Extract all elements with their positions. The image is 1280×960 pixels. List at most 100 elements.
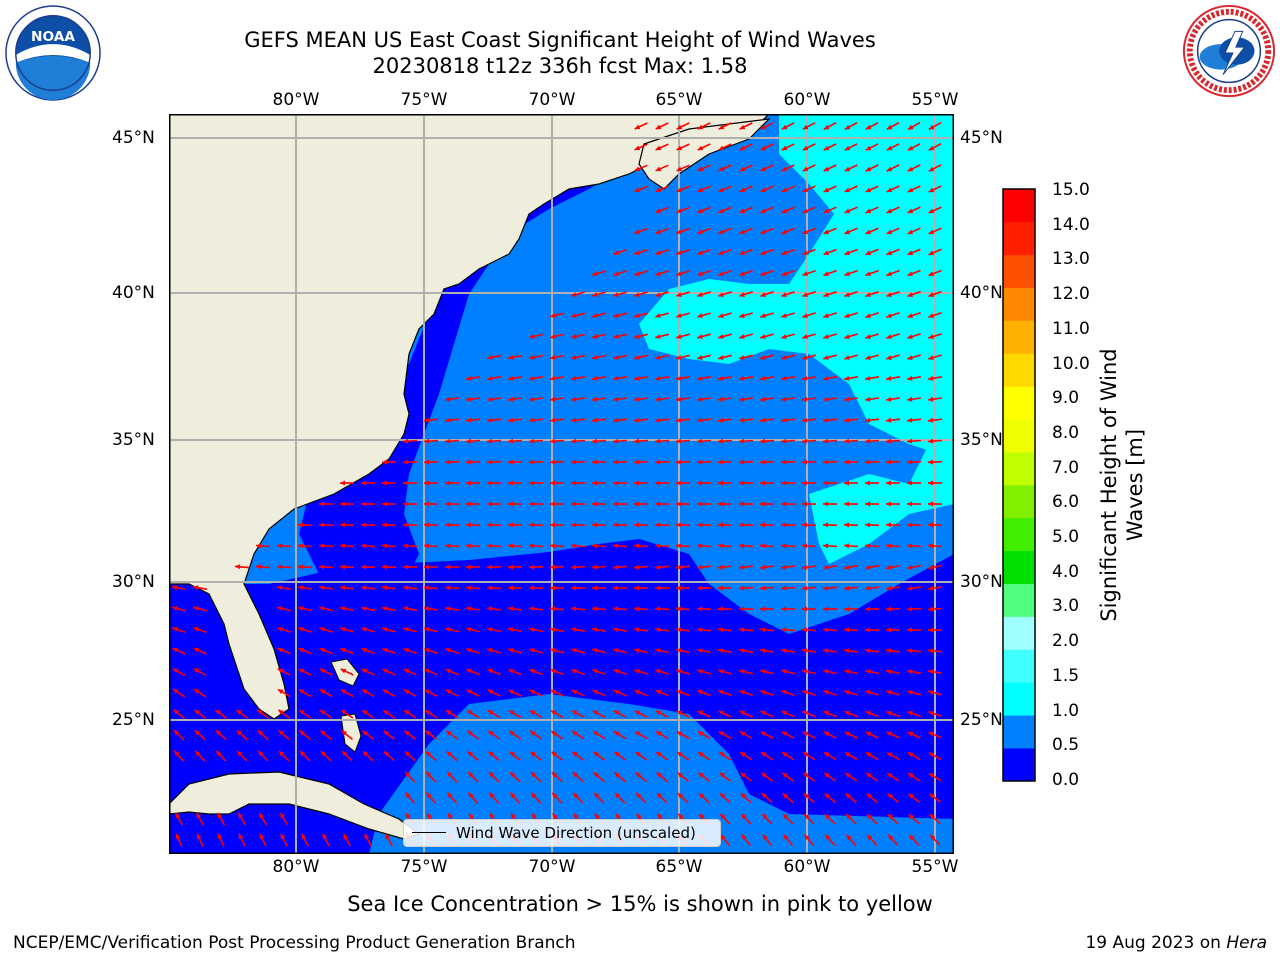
wind-wave-arrow	[697, 248, 711, 256]
wind-wave-arrow	[423, 459, 439, 465]
wind-wave-arrow	[591, 501, 607, 507]
wind-wave-arrow	[424, 564, 438, 570]
wind-wave-arrow	[865, 121, 879, 131]
wind-wave-arrow	[906, 417, 922, 423]
wind-wave-arrow	[906, 606, 922, 612]
wind-wave-arrow	[739, 164, 753, 172]
sea-ice-note: Sea Ice Concentration > 15% is shown in …	[347, 892, 933, 916]
wind-wave-arrow	[760, 164, 774, 172]
wind-wave-arrow	[528, 522, 544, 528]
wind-wave-arrow	[822, 396, 838, 402]
wind-wave-arrow	[654, 459, 670, 465]
wind-wave-arrow	[928, 333, 942, 339]
wind-wave-arrow	[844, 333, 858, 339]
wind-wave-arrow	[781, 164, 795, 172]
wind-wave-arrow	[509, 750, 521, 762]
wind-wave-arrow	[907, 206, 921, 214]
wind-wave-arrow	[633, 480, 649, 486]
wind-wave-arrow	[612, 438, 628, 444]
wind-wave-arrow	[906, 375, 922, 381]
wind-wave-arrow	[234, 564, 250, 570]
high-wave-patch	[809, 434, 954, 564]
wind-wave-arrow	[738, 417, 754, 423]
wind-wave-arrow	[906, 627, 922, 633]
wind-wave-arrow	[238, 833, 246, 847]
wind-wave-arrow	[866, 834, 878, 846]
wind-wave-arrow	[298, 709, 312, 719]
wind-wave-arrow	[613, 710, 627, 718]
wind-wave-arrow	[613, 689, 627, 697]
wind-wave-arrow	[634, 143, 648, 151]
wind-wave-arrow	[886, 164, 900, 172]
wind-wave-arrow	[612, 543, 628, 549]
wind-wave-arrow	[549, 417, 565, 423]
wind-wave-arrow	[634, 249, 648, 255]
wind-wave-arrow	[654, 396, 670, 402]
wind-wave-arrow	[528, 354, 544, 360]
wind-wave-arrow	[782, 792, 794, 804]
wind-wave-arrow	[633, 459, 649, 465]
wind-wave-arrow	[633, 396, 649, 402]
wind-wave-arrow	[613, 669, 627, 675]
wind-wave-arrow	[444, 438, 460, 444]
wind-wave-arrow	[634, 185, 648, 193]
wind-wave-arrow	[612, 417, 628, 423]
wind-wave-arrow	[697, 627, 711, 633]
wind-wave-arrow	[801, 627, 817, 633]
wind-wave-arrow	[864, 543, 880, 549]
lat-tick-left: 45°N	[112, 128, 155, 148]
lat-tick-right: 25°N	[960, 710, 1003, 730]
wind-wave-arrow	[739, 248, 753, 256]
wind-wave-arrow	[843, 564, 859, 570]
wind-wave-arrow	[886, 333, 900, 339]
wind-wave-arrow	[278, 750, 290, 762]
wind-wave-arrow	[655, 270, 669, 276]
wind-wave-arrow	[697, 122, 711, 130]
wind-wave-arrow	[780, 396, 796, 402]
wind-wave-arrow	[738, 396, 754, 402]
wind-wave-arrow	[508, 648, 522, 654]
wind-wave-arrow	[717, 606, 733, 612]
wind-wave-arrow	[803, 813, 815, 825]
wind-wave-arrow	[801, 438, 817, 444]
wind-wave-arrow	[864, 585, 880, 591]
wind-wave-arrow	[488, 792, 500, 804]
wind-wave-arrow	[886, 772, 900, 782]
wind-wave-arrow	[339, 501, 355, 507]
wind-wave-arrow	[487, 668, 501, 676]
wind-wave-arrow	[550, 333, 564, 339]
wind-wave-arrow	[402, 543, 418, 549]
wind-wave-arrow	[844, 121, 858, 131]
wind-wave-arrow	[466, 648, 480, 654]
wind-wave-arrow	[507, 627, 523, 633]
wind-wave-arrow	[528, 459, 544, 465]
colorbar-tick-label: 5.0	[1052, 527, 1080, 548]
wind-wave-arrow	[465, 375, 481, 381]
wind-wave-arrow	[360, 501, 376, 507]
footer-host: Hera	[1226, 933, 1267, 953]
noaa-logo-icon: NOAA	[5, 5, 101, 101]
wind-wave-arrow	[384, 833, 394, 847]
lon-tick-top: 80°W	[272, 90, 320, 110]
wind-wave-arrow	[402, 459, 418, 465]
wind-wave-arrow	[592, 354, 606, 360]
wind-wave-arrow	[780, 543, 796, 549]
wind-wave-arrow	[172, 647, 186, 655]
wind-wave-arrow	[570, 543, 586, 549]
wind-wave-arrow	[676, 669, 690, 675]
wind-wave-arrow	[907, 772, 921, 782]
wind-wave-arrow	[341, 729, 353, 741]
wind-wave-arrow	[885, 564, 901, 570]
wind-wave-arrow	[823, 206, 837, 214]
wind-wave-arrow	[613, 333, 627, 339]
wind-wave-arrow	[759, 354, 775, 360]
wind-wave-arrow	[822, 375, 838, 381]
wind-wave-arrow	[404, 771, 416, 783]
wind-wave-arrow	[655, 248, 669, 256]
wind-wave-arrow	[738, 648, 754, 654]
wind-wave-arrow	[738, 606, 754, 612]
wind-wave-arrow	[906, 459, 922, 465]
wind-wave-arrow	[280, 833, 288, 847]
wind-wave-arrow	[822, 564, 838, 570]
wind-wave-arrow	[530, 750, 542, 762]
